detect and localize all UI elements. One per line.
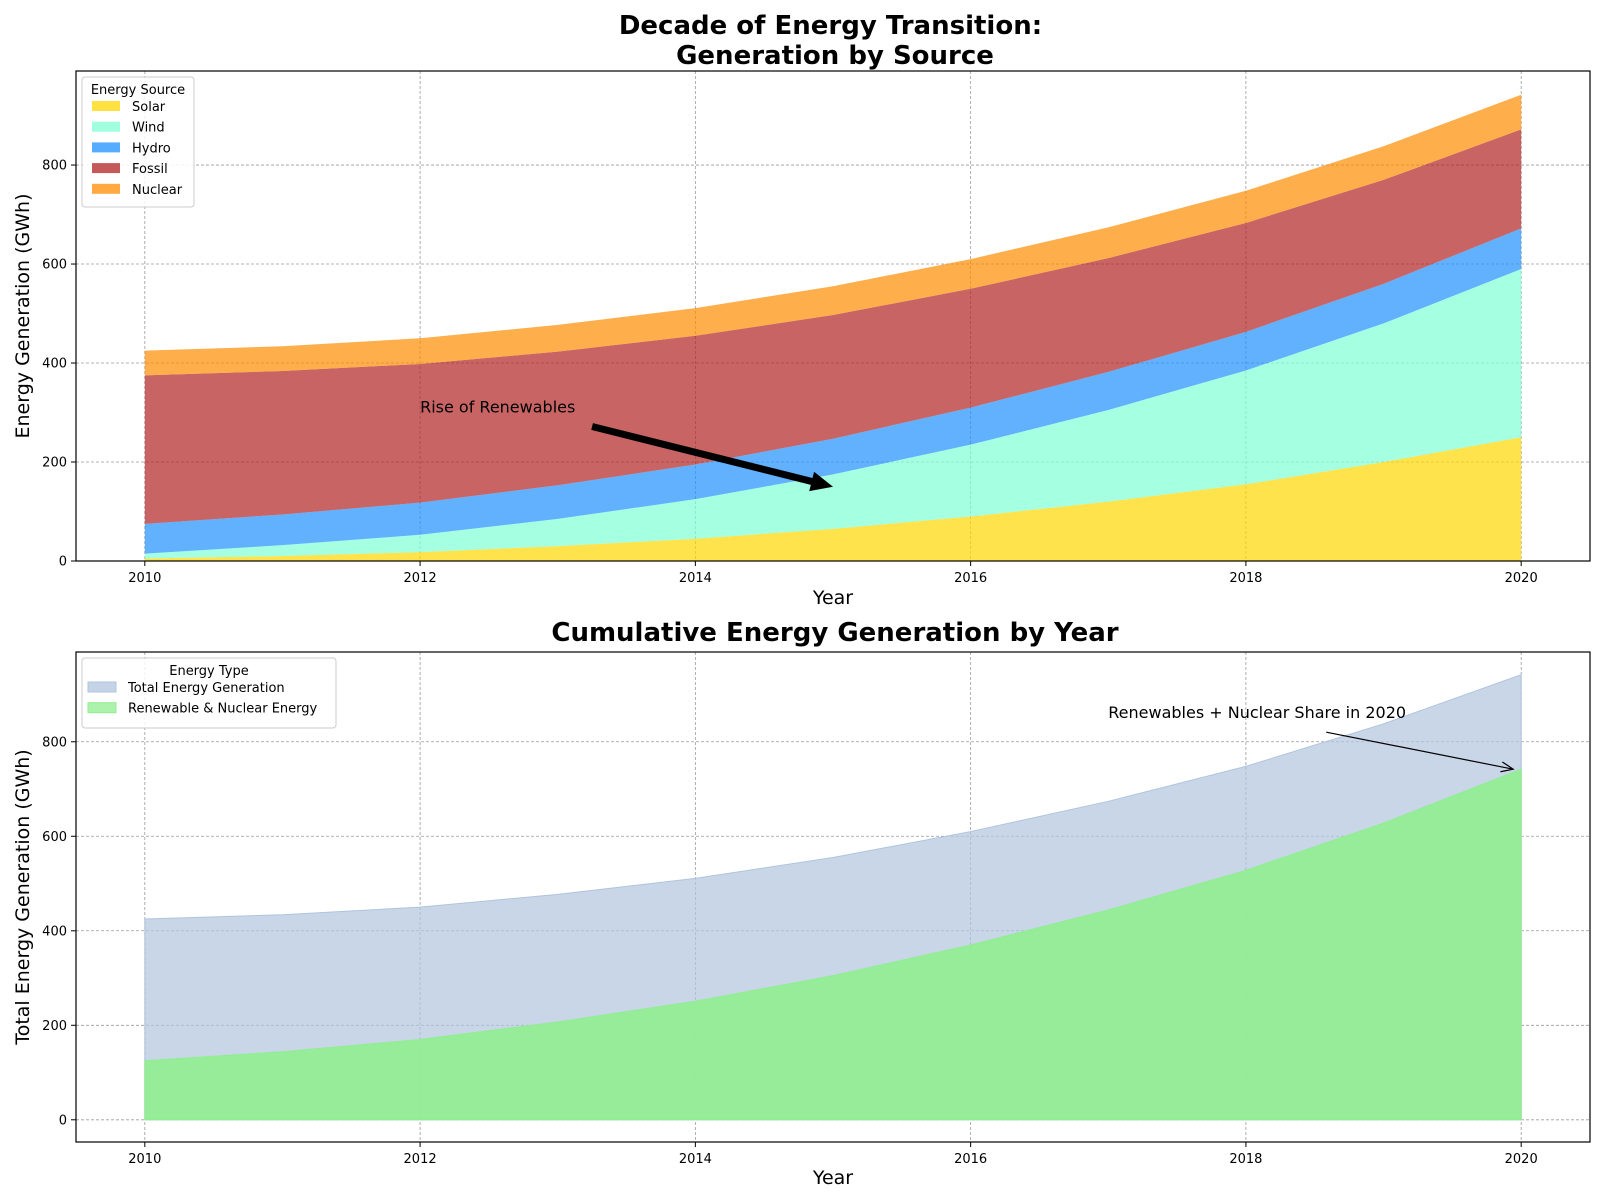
chart-title: Cumulative Energy Generation by Year xyxy=(551,618,1118,648)
x-tick-label: 2016 xyxy=(954,1152,987,1167)
legend-swatch xyxy=(92,101,120,111)
plot-frame xyxy=(75,651,1591,1143)
area-fossil xyxy=(144,129,1522,524)
legend-label: Wind xyxy=(132,121,165,136)
y-tick-label: 800 xyxy=(42,735,67,750)
annotation-arrow xyxy=(591,423,833,492)
annotation-text: Renewables + Nuclear Share in 2020 xyxy=(1108,703,1406,722)
x-tick-label: 2016 xyxy=(954,571,987,586)
y-tick-label: 200 xyxy=(42,1019,67,1034)
x-tick-label: 2020 xyxy=(1505,571,1538,586)
y-axis-label: Energy Generation (GWh) xyxy=(12,194,34,439)
y-tick-label: 0 xyxy=(59,555,67,570)
chart-generation-by-source: Decade of Energy Transition: Generation … xyxy=(12,11,1591,609)
y-axis-label: Total Energy Generation (GWh) xyxy=(12,749,34,1045)
x-tick-label: 2020 xyxy=(1505,1152,1538,1167)
y-tick-label: 0 xyxy=(59,1113,67,1128)
y-tick-label: 200 xyxy=(42,456,67,471)
x-axis-label: Year xyxy=(812,587,853,609)
y-tick-label: 800 xyxy=(42,159,67,174)
annotation-arrow xyxy=(1326,731,1514,770)
x-tick-label: 2010 xyxy=(128,1152,161,1167)
legend-label: Fossil xyxy=(132,162,168,177)
x-tick-label: 2012 xyxy=(404,571,437,586)
y-tick-label: 600 xyxy=(42,830,67,845)
chart-cumulative-generation: Cumulative Energy Generation by Year Ren… xyxy=(12,618,1591,1189)
legend-swatch xyxy=(92,121,120,132)
annotation-text: Rise of Renewables xyxy=(420,398,575,417)
legend-label: Nuclear xyxy=(132,183,183,198)
y-tick-label: 400 xyxy=(42,924,67,939)
annotation-arrowhead xyxy=(1500,761,1515,773)
legend-swatch xyxy=(92,163,120,174)
x-tick-label: 2014 xyxy=(679,1152,712,1167)
legend-swatch xyxy=(92,142,120,153)
x-axis-label: Year xyxy=(812,1167,853,1189)
legend-swatch xyxy=(87,681,117,693)
legend-label: Total Energy Generation xyxy=(127,681,285,696)
y-tick-label: 400 xyxy=(42,357,67,372)
area-nuclear xyxy=(144,94,1522,376)
chart-title-line-2: Generation by Source xyxy=(676,41,994,71)
legend-label: Hydro xyxy=(132,141,171,156)
plot-frame xyxy=(75,70,1591,562)
legend-swatch xyxy=(92,183,120,194)
legend-title: Energy Type xyxy=(169,664,249,679)
area-hydro xyxy=(144,228,1522,554)
legend: Energy Type Total Energy Generation Renewa… xyxy=(81,657,337,729)
chart-title: Decade of Energy Transition: Generation … xyxy=(619,11,1051,71)
x-tick-label: 2014 xyxy=(679,571,712,586)
x-tick-label: 2018 xyxy=(1229,1152,1262,1167)
legend-swatch xyxy=(87,702,117,714)
legend-label: Solar xyxy=(132,100,166,115)
x-tick-label: 2012 xyxy=(404,1152,437,1167)
x-tick-label: 2018 xyxy=(1229,571,1262,586)
area-wind xyxy=(144,268,1522,559)
x-tick-label: 2010 xyxy=(128,571,161,586)
legend-label: Renewable & Nuclear Energy xyxy=(128,702,318,717)
legend: Energy Source Solar Wind Hydro Fossil Nuclear xyxy=(81,76,195,208)
y-tick-label: 600 xyxy=(42,258,67,273)
legend-title: Energy Source xyxy=(91,83,185,98)
area-renewable-nuclear-energy xyxy=(144,768,1522,1121)
area-solar xyxy=(144,437,1522,561)
chart-title-line-1: Decade of Energy Transition: xyxy=(619,11,1042,41)
legend-box xyxy=(81,657,337,729)
